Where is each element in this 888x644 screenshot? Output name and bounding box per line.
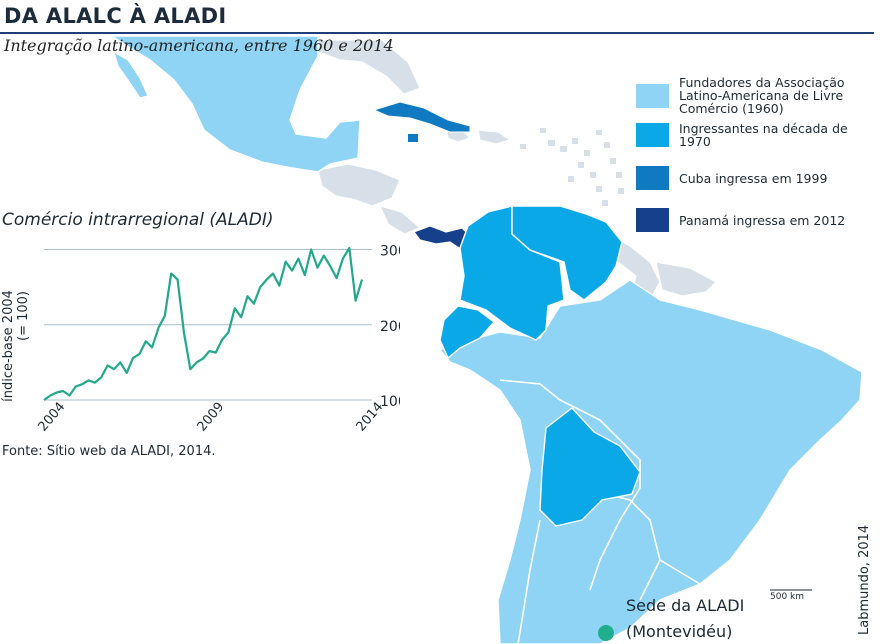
y-tick-label: 200 — [380, 319, 400, 335]
y-tick-label: 300 — [380, 244, 400, 260]
legend-label-1970s: Ingressantes na década de 1970 — [679, 121, 848, 149]
ecuador — [439, 305, 496, 360]
y-tick-label: 100 — [380, 394, 400, 410]
map-title: DA ALALC À ALADI — [4, 4, 227, 28]
bolivia — [539, 407, 641, 527]
hq-name: Sede da ALADI — [626, 596, 745, 615]
mexico — [109, 35, 361, 173]
title-rule — [0, 32, 874, 34]
chart-source: Fonte: Sítio web da ALADI, 2014. — [2, 444, 216, 459]
x-tick-label: 2004 — [36, 400, 69, 435]
venezuela — [511, 205, 623, 301]
legend-item-founders: Fundadores da Associação Latino-American… — [636, 76, 874, 115]
legend-swatch-cuba — [636, 166, 669, 190]
baja-california — [113, 50, 149, 99]
cuba-isla-juventud — [408, 134, 418, 142]
legend-item-1970s: Ingressantes na década de 1970 — [636, 122, 874, 148]
legend-swatch-founders — [636, 83, 669, 108]
inset-chart: 100200300200420092014índice-base 2004(= … — [1, 244, 400, 435]
credit: Labmundo, 2014 — [857, 524, 872, 635]
map-subtitle: Integração latino-americana, entre 1960 … — [4, 36, 394, 55]
cuba — [372, 101, 471, 133]
y-axis-label: índice-base 2004 — [1, 290, 16, 402]
x-tick-label: 2009 — [195, 400, 228, 435]
legend-label-panama: Panamá ingressa em 2012 — [679, 212, 846, 228]
legend-item-cuba: Cuba ingressa em 1999 — [636, 166, 874, 190]
legend-label-cuba: Cuba ingressa em 1999 — [679, 170, 828, 186]
inset-chart-title: Comércio intrarregional (ALADI) — [2, 210, 274, 230]
south-america-founders — [438, 279, 863, 644]
legend-item-panama: Panamá ingressa em 2012 — [636, 208, 874, 232]
y-axis-label-unit: (= 100) — [16, 291, 31, 341]
legend-swatch-1970s — [636, 123, 669, 147]
legend-label-founders: Fundadores da Associação Latino-American… — [679, 75, 845, 116]
legend-swatch-panama — [636, 208, 669, 232]
hq-city: (Montevidéu) — [626, 622, 733, 641]
hq-marker — [598, 625, 614, 641]
trade-index-line — [43, 246, 364, 401]
non-member-land — [317, 39, 717, 301]
caribbean-islands — [520, 128, 624, 206]
scale-label: 500 km — [770, 592, 805, 602]
